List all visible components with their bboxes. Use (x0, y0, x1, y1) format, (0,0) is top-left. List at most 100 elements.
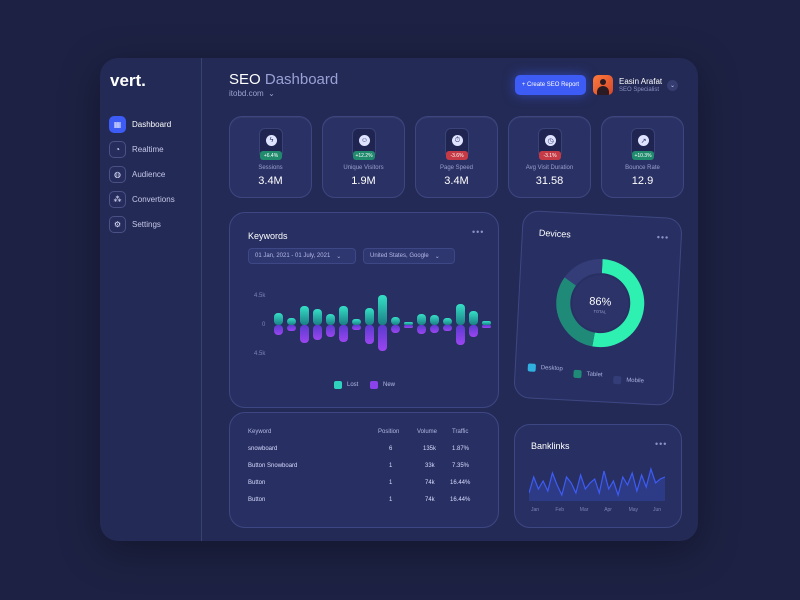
sidebar-item-realtime[interactable]: ◔ Realtime (109, 140, 164, 158)
bar-new (274, 325, 283, 336)
sidebar-item-dashboard[interactable]: ▦ Dashboard (109, 115, 171, 133)
more-icon[interactable]: ••• (655, 439, 668, 449)
chevron-down-icon: ⌄ (434, 253, 440, 260)
bar-lost (313, 308, 322, 325)
sidebar-item-label: Audience (132, 169, 166, 179)
donut-center-value: 86% (589, 296, 612, 309)
legend-mobile-label: Mobile (626, 377, 645, 385)
sidebar-item-label: Settings (132, 219, 161, 229)
app-window: vert. ▦ Dashboard ◔ Realtime ◍ Audience … (100, 58, 698, 541)
cell-volume: 135k (423, 446, 437, 452)
keywords-card: Keywords ••• 01 Jan, 2021 - 01 July, 202… (229, 212, 499, 408)
gear-icon: ⚙ (109, 215, 126, 233)
bar-lost (287, 318, 296, 325)
more-icon[interactable]: ••• (472, 227, 485, 237)
bar-new (469, 325, 478, 337)
stat-value: 3.4M (258, 175, 283, 187)
bar-new (443, 325, 452, 331)
stat-card-avg-visit-duration[interactable]: ◷ -3.1% Avg Visit Duration 31.58 (508, 116, 591, 198)
x-tick-label: May (628, 507, 639, 513)
stopwatch-icon: ⏱ (452, 135, 463, 146)
bar-lost (378, 295, 387, 325)
bar-new (313, 325, 322, 341)
legend-new-swatch (370, 381, 378, 389)
bar-lost (417, 314, 426, 325)
lightning-icon: ϟ (266, 135, 277, 146)
cell-volume: 33k (425, 463, 435, 469)
stat-label: Unique Visitors (343, 165, 384, 171)
bar-new (326, 325, 335, 337)
donut-center-label: TOTAL (593, 309, 607, 315)
more-icon[interactable]: ••• (656, 231, 670, 243)
legend-desktop: Desktop (527, 363, 563, 373)
sidebar-item-label: Realtime (132, 144, 164, 154)
legend-tablet-label: Tablet (586, 371, 603, 379)
location-dropdown[interactable]: United States, Google ⌄ (363, 248, 455, 264)
stat-value: 31.58 (535, 175, 564, 187)
date-range-dropdown[interactable]: 01 Jan, 2021 - 01 July, 2021 ⌄ (248, 248, 356, 264)
legend-mobile-swatch (613, 375, 622, 385)
cell-traffic: 7.35% (452, 463, 470, 469)
bar-new (378, 325, 387, 352)
bar-lost (404, 322, 413, 325)
site-name: itobd.com (229, 89, 264, 98)
grid-icon: ▦ (109, 115, 126, 133)
sidebar-item-settings[interactable]: ⚙ Settings (109, 215, 161, 233)
legend-new-label: New (383, 382, 396, 388)
bar-lost (365, 308, 374, 325)
brand-logo: vert. (110, 71, 146, 90)
x-tick-label: Mar (579, 507, 589, 513)
donut-segment-tablet (556, 259, 645, 348)
table-header-volume: Volume (417, 429, 438, 435)
stat-card-page-speed[interactable]: ⏱ -3.6% Page Speed 3.4M (415, 116, 498, 198)
bar-lost (274, 313, 283, 325)
change-badge: +6.4% (260, 151, 282, 160)
page-title: SEO Dashboard (229, 71, 338, 88)
backlinks-area-chart (529, 466, 665, 501)
bar-new (365, 325, 374, 345)
site-selector[interactable]: itobd.com ⌄ (229, 89, 275, 98)
chevron-down-icon: ⌄ (336, 253, 342, 260)
date-range-value: 01 Jan, 2021 - 01 July, 2021 (255, 253, 331, 259)
bar-lost (339, 306, 348, 325)
bar-lost (456, 303, 465, 325)
bar-new (339, 325, 348, 342)
bar-lost (300, 305, 309, 325)
page-title-strong: SEO (229, 71, 261, 88)
stat-value: 1.9M (351, 175, 376, 187)
x-tick-label: Apr (604, 507, 612, 513)
stat-label: Page Speed (439, 165, 474, 171)
stat-value: 12.9 (631, 175, 654, 187)
stat-card-unique-visitors[interactable]: ☺ +12.2% Unique Visitors 1.9M (322, 116, 405, 198)
sidebar-item-audience[interactable]: ◍ Audience (109, 165, 165, 183)
avatar-body-shape (597, 86, 609, 95)
page-title-light: Dashboard (264, 71, 339, 88)
bar-lost (391, 316, 400, 325)
trend-icon: ↗ (638, 135, 649, 146)
sidebar-item-label: Dashboard (132, 119, 172, 129)
change-badge: -3.6% (446, 151, 468, 160)
cell-traffic: 16.44% (450, 497, 471, 503)
cell-traffic: 1.87% (452, 446, 470, 452)
bar-lost (430, 314, 439, 325)
legend-desktop-label: Desktop (540, 365, 563, 373)
stat-card-sessions[interactable]: ϟ +6.4% Sessions 3.4M (229, 116, 312, 198)
nodes-icon: ⁂ (109, 190, 126, 208)
change-badge: +10.3% (632, 151, 654, 160)
user-menu-chevron-icon[interactable]: ⌄ (667, 80, 678, 91)
cell-position: 1 (389, 463, 393, 469)
globe-icon: ◍ (109, 165, 126, 183)
legend-tablet: Tablet (573, 369, 603, 380)
avatar[interactable] (593, 75, 613, 95)
donut-segment-desktop (556, 259, 645, 348)
timer-icon: ◷ (545, 135, 556, 146)
x-tick-label: Jan (531, 507, 540, 513)
bar-lost (469, 311, 478, 325)
stat-card-bounce-rate[interactable]: ↗ +10.3% Bounce Rate 12.9 (601, 116, 684, 198)
backlinks-card: Banklinks ••• Jan Feb Mar Apr May Jun (514, 424, 682, 528)
bar-lost (352, 319, 361, 325)
sidebar-item-convertions[interactable]: ⁂ Convertions (109, 190, 175, 208)
stat-label: Bounce Rate (625, 165, 660, 171)
location-value: United States, Google (370, 253, 429, 259)
create-report-button[interactable]: + Create SEO Report (515, 75, 586, 95)
